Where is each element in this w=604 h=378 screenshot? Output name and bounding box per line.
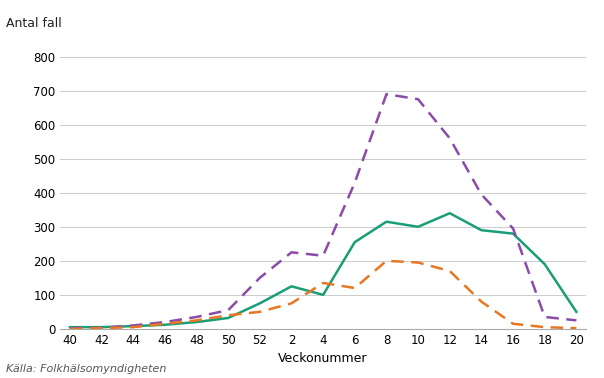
Line: 2017-2018: 2017-2018 (70, 213, 576, 327)
2017-2018 (193, 320, 200, 324)
2018-2019 (98, 325, 105, 330)
2018-2019 (573, 318, 580, 323)
2019-2020 (225, 313, 232, 318)
2018-2019 (130, 323, 137, 328)
2019-2020 (256, 310, 263, 314)
2019-2020 (320, 280, 327, 285)
2019-2020 (573, 326, 580, 330)
2017-2018 (414, 225, 422, 229)
2017-2018 (320, 293, 327, 297)
2018-2019 (225, 308, 232, 312)
2017-2018 (66, 325, 74, 329)
2019-2020 (98, 326, 105, 330)
2018-2019 (383, 92, 390, 96)
2017-2018 (478, 228, 485, 232)
2017-2018 (351, 240, 358, 244)
2019-2020 (193, 318, 200, 323)
2018-2019 (478, 192, 485, 197)
2017-2018 (256, 301, 263, 305)
2018-2019 (320, 253, 327, 258)
2019-2020 (414, 260, 422, 265)
2017-2018 (383, 219, 390, 224)
Text: Källa: Folkhälsomyndigheten: Källa: Folkhälsomyndigheten (6, 364, 167, 374)
2019-2020 (509, 321, 516, 326)
2017-2018 (446, 211, 454, 215)
2019-2020 (288, 301, 295, 305)
2018-2019 (256, 276, 263, 280)
2018-2019 (66, 326, 74, 330)
2018-2019 (193, 314, 200, 319)
X-axis label: Veckonummer: Veckonummer (278, 352, 368, 365)
2017-2018 (98, 325, 105, 329)
2019-2020 (478, 299, 485, 304)
2017-2018 (130, 324, 137, 328)
Legend: 2017-2018, 2018-2019, 2019-2020: 2017-2018, 2018-2019, 2019-2020 (176, 0, 528, 3)
2017-2018 (573, 310, 580, 314)
Text: Antal fall: Antal fall (6, 17, 62, 30)
2017-2018 (541, 262, 548, 266)
2018-2019 (541, 314, 548, 319)
2017-2018 (161, 322, 169, 327)
2019-2020 (161, 321, 169, 326)
Line: 2018-2019: 2018-2019 (70, 94, 576, 328)
2018-2019 (161, 320, 169, 324)
2018-2019 (446, 136, 454, 141)
2019-2020 (130, 325, 137, 329)
2019-2020 (541, 325, 548, 329)
2019-2020 (66, 327, 74, 331)
2018-2019 (509, 226, 516, 231)
2019-2020 (383, 259, 390, 263)
Line: 2019-2020: 2019-2020 (70, 261, 576, 329)
2019-2020 (446, 269, 454, 273)
2019-2020 (351, 286, 358, 290)
2017-2018 (225, 316, 232, 320)
2018-2019 (351, 180, 358, 185)
2017-2018 (288, 284, 295, 289)
2017-2018 (509, 231, 516, 236)
2018-2019 (288, 250, 295, 255)
2018-2019 (414, 97, 422, 101)
